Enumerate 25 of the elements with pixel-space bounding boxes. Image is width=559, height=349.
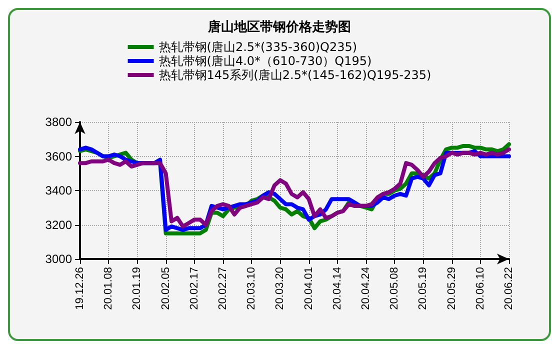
x-tick-label: 20.02.27 [217, 267, 229, 310]
x-tick-label: 20.01.08 [102, 267, 115, 310]
x-tick-label: 20.04.24 [360, 267, 372, 310]
x-tick-label: 20.03.20 [274, 267, 286, 310]
x-tick-label: 20.03.10 [246, 267, 258, 310]
legend-label: 热轧带钢(唐山2.5*(335-360)Q235) [158, 40, 358, 54]
x-tick-label: 20.02.17 [188, 267, 200, 310]
legend-label: 热轧带钢(唐山4.0*（610-730）Q195) [158, 54, 372, 68]
x-tick-label: 19.12.26 [74, 267, 86, 310]
x-tick-label: 20.06.22 [503, 267, 515, 310]
y-tick-label: 3400 [45, 184, 72, 198]
x-tick-label: 20.05.08 [388, 267, 401, 310]
y-tick-label: 3800 [45, 115, 72, 129]
x-tick-label: 20.04.01 [302, 267, 315, 310]
x-tick-label: 20.05.19 [417, 267, 430, 310]
x-tick-label: 20.04.14 [331, 267, 344, 310]
y-tick-label: 3000 [45, 252, 72, 266]
x-tick-label: 20.01.19 [131, 267, 144, 310]
x-tick-label: 20.06.10 [474, 267, 486, 310]
legend-label: 热轧带钢145系列(唐山2.5*(145-162)Q195-235) [158, 68, 432, 82]
y-tick-label: 3200 [45, 218, 72, 232]
x-tick-label: 20.05.29 [446, 267, 458, 310]
x-tick-label: 20.02.05 [160, 267, 172, 310]
chart-title: 唐山地区带钢价格走势图 [207, 19, 351, 35]
y-tick-label: 3600 [45, 149, 72, 164]
